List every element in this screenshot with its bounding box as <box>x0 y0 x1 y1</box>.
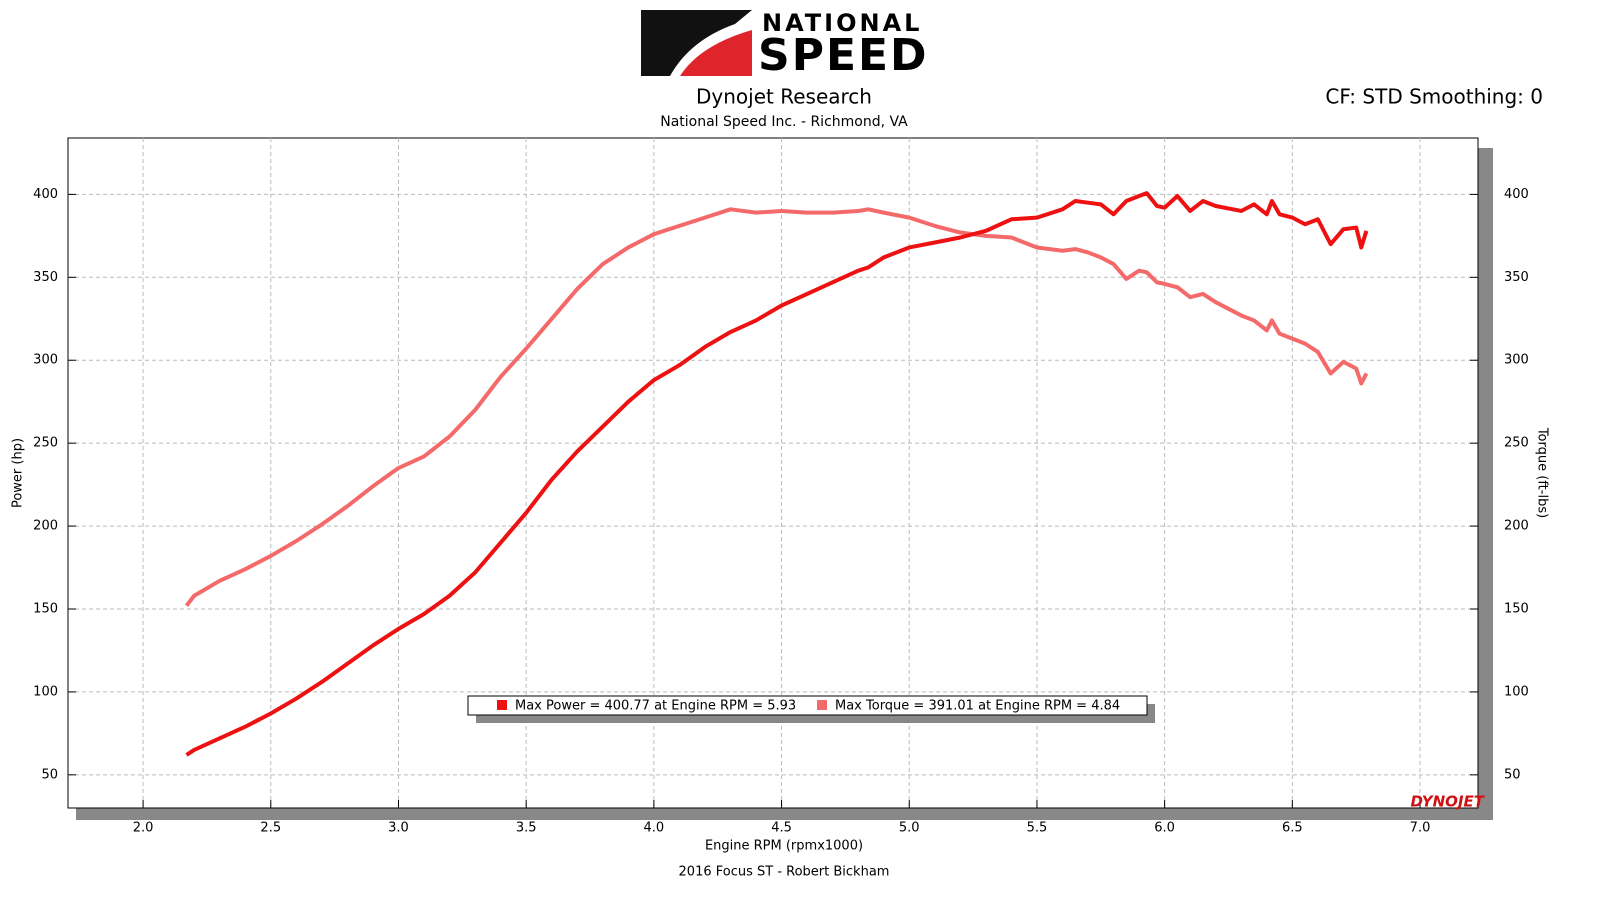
series-line <box>185 191 1369 757</box>
chart-subtitle: National Speed Inc. - Richmond, VA <box>660 114 908 130</box>
y2-tick-label: 100 <box>1504 684 1529 699</box>
x-tick-label: 6.0 <box>1154 821 1175 836</box>
y2-tick-label: 350 <box>1504 270 1529 285</box>
y-tick-label: 50 <box>41 767 58 782</box>
x-tick-label: 3.0 <box>388 821 409 836</box>
logo-top: NATIONAL <box>762 9 922 37</box>
y2-tick-label: 250 <box>1504 436 1529 451</box>
logo: NATIONAL SPEED <box>641 9 929 81</box>
y2-tick-label: 200 <box>1504 519 1529 534</box>
legend-label: Max Torque = 391.01 at Engine RPM = 4.84 <box>835 699 1120 714</box>
y2-tick-label: 300 <box>1504 353 1529 368</box>
legend: Max Power = 400.77 at Engine RPM = 5.93 M… <box>467 695 1155 723</box>
y-tick-label: 250 <box>33 436 58 451</box>
footer: 2016 Focus ST - Robert Bickham <box>679 865 890 880</box>
y-tick-label: 400 <box>33 187 58 202</box>
y-tick-label: 150 <box>33 601 58 616</box>
plot: 2.0 2.5 3.0 3.5 4.0 4.5 5.0 5.5 6.0 6.5 7.0 50 100 15… <box>33 138 1529 836</box>
y2-tick-label: 150 <box>1504 601 1529 616</box>
y2-axis-label: Torque (ft-lbs) <box>1535 427 1550 518</box>
y-tick-label: 100 <box>33 684 58 699</box>
x-tick-label: 5.0 <box>899 821 920 836</box>
annotation: CF: STD Smoothing: 0 <box>1325 85 1543 109</box>
x-axis-label: Engine RPM (rpmx1000) <box>705 839 863 854</box>
legend-swatch <box>817 700 827 710</box>
y2-tick-label: 50 <box>1504 767 1521 782</box>
x-tick-label: 2.0 <box>133 821 154 836</box>
x-tick-label: 6.5 <box>1282 821 1303 836</box>
logo-bottom: SPEED <box>758 30 929 81</box>
y2-tick-label: 400 <box>1504 187 1529 202</box>
x-tick-label: 4.5 <box>771 821 792 836</box>
series-line <box>184 207 1369 607</box>
x-tick-label: 5.5 <box>1027 821 1048 836</box>
y-tick-label: 200 <box>33 519 58 534</box>
y-tick-label: 350 <box>33 270 58 285</box>
watermark: DYNOJET <box>1410 793 1485 811</box>
x-tick-label: 3.5 <box>516 821 537 836</box>
y-tick-label: 300 <box>33 353 58 368</box>
legend-label: Max Power = 400.77 at Engine RPM = 5.93 <box>515 699 796 714</box>
x-tick-label: 2.5 <box>260 821 281 836</box>
x-tick-label: 4.0 <box>644 821 665 836</box>
x-tick-label: 7.0 <box>1410 821 1431 836</box>
chart-title: Dynojet Research <box>696 85 872 109</box>
legend-box <box>467 695 1148 716</box>
y-axis-label: Power (hp) <box>11 438 26 508</box>
legend-swatch <box>497 700 507 710</box>
